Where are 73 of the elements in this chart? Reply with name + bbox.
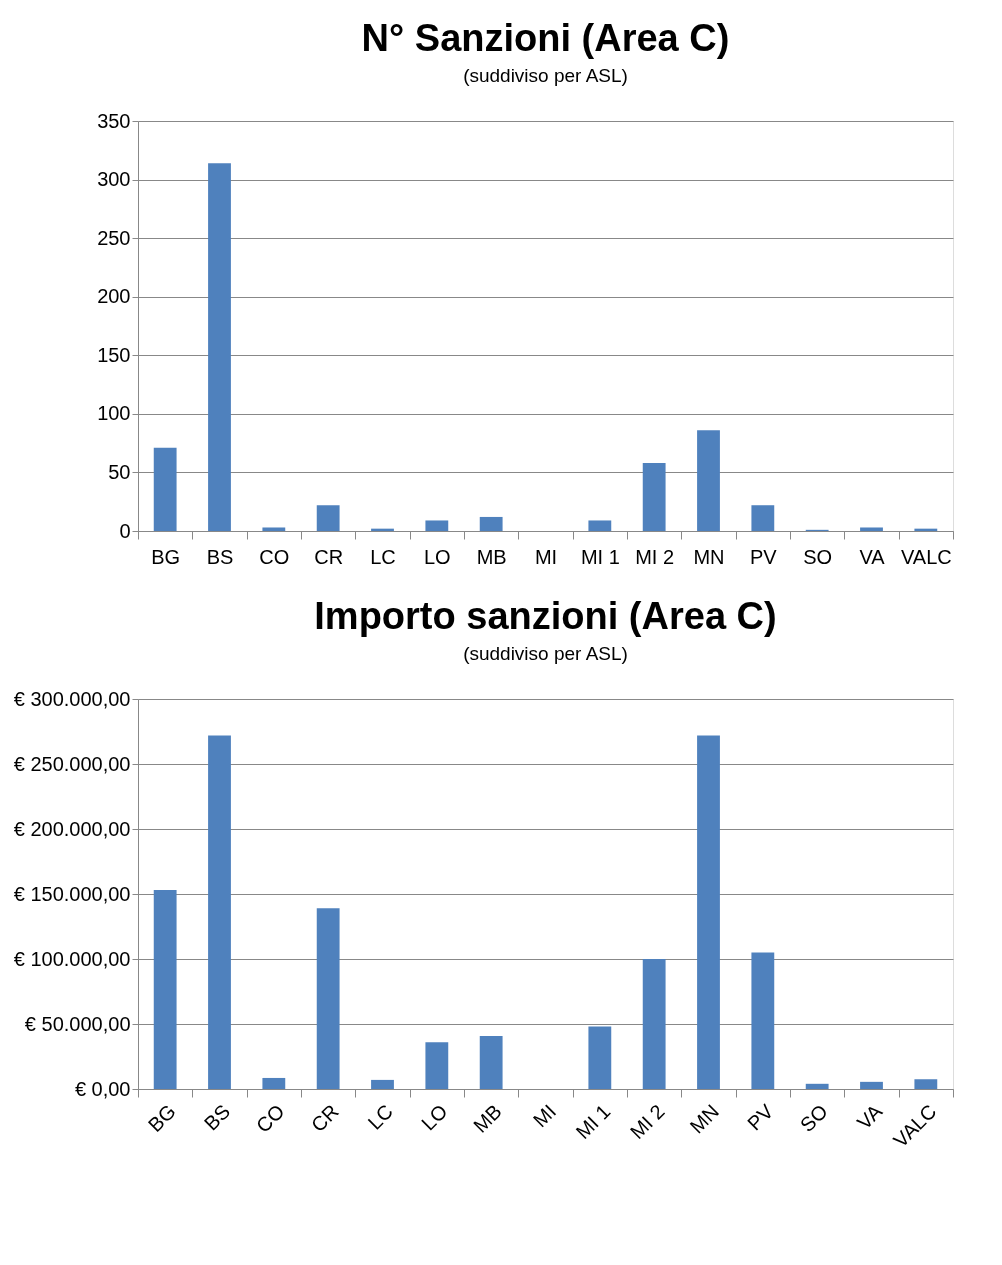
y-tick-label: 300: [97, 168, 131, 191]
x-tick-label: MI 1: [580, 545, 620, 568]
x-tick-label: SO: [795, 1100, 832, 1137]
y-tick-label: € 50.000,00: [24, 1012, 131, 1035]
bar: [588, 520, 612, 531]
bar: [316, 505, 340, 531]
bar: [316, 908, 340, 1089]
x-tick-label: BS: [206, 545, 234, 568]
x-tick-label: CR: [306, 1100, 343, 1137]
bar: [262, 527, 286, 531]
bar: [425, 520, 449, 531]
x-tick-label: MN: [693, 545, 725, 568]
x-tick-label: VA: [859, 545, 886, 568]
x-tick-label: MI: [534, 545, 558, 568]
x-tick-label: BG: [151, 545, 181, 568]
bar: [425, 1042, 449, 1089]
bar: [479, 516, 503, 531]
y-tick-label: 200: [97, 285, 131, 308]
x-tick-label: BS: [199, 1100, 235, 1135]
x-tick-label: MI 2: [625, 1100, 669, 1144]
y-tick-label: 0: [119, 519, 131, 542]
y-tick-label: 150: [97, 343, 131, 366]
bar: [697, 735, 720, 1089]
chart-subtitle: (suddiviso per ASL): [463, 65, 628, 86]
x-tick-label: PV: [749, 545, 778, 568]
bar: [153, 890, 177, 1089]
chart-subtitle: (suddiviso per ASL): [463, 643, 628, 664]
x-tick-label: LC: [363, 1100, 398, 1134]
x-tick-label: MI 1: [571, 1100, 615, 1144]
x-tick-label: BG: [143, 1100, 180, 1137]
x-tick-label: VA: [852, 1099, 887, 1134]
bar: [642, 959, 666, 1089]
y-tick-label: 50: [108, 460, 131, 483]
bar: [208, 735, 231, 1089]
bar: [751, 952, 775, 1089]
bar: [860, 1081, 883, 1089]
x-tick-label: MB: [469, 1100, 506, 1137]
bar: [371, 1079, 394, 1089]
y-tick-label: € 250.000,00: [13, 752, 131, 775]
x-tick-label: CR: [314, 545, 344, 568]
x-tick-label: LO: [423, 545, 451, 568]
x-tick-label: CO: [251, 1100, 289, 1137]
bar: [262, 1077, 286, 1089]
y-tick-label: 250: [97, 226, 131, 249]
bar: [860, 527, 883, 531]
x-tick-label: MI 2: [635, 545, 675, 568]
bar: [914, 1079, 938, 1089]
y-tick-label: € 200.000,00: [13, 817, 131, 840]
x-tick-label: PV: [743, 1099, 778, 1135]
bar: [208, 163, 231, 531]
x-tick-label: MN: [685, 1100, 724, 1138]
bar: [697, 430, 720, 531]
y-tick-label: € 300.000,00: [13, 687, 131, 710]
bar: [805, 1083, 829, 1089]
x-tick-label: CO: [259, 545, 290, 568]
bar: [479, 1036, 503, 1089]
x-tick-label: MI: [528, 1100, 561, 1132]
x-tick-label: MB: [476, 545, 507, 568]
y-tick-label: € 0,00: [74, 1077, 131, 1100]
bar: [642, 463, 666, 531]
chart-title: N° Sanzioni (Area C): [361, 17, 730, 59]
x-tick-label: LO: [417, 1100, 452, 1135]
y-tick-label: 350: [97, 109, 131, 132]
bar: [588, 1026, 612, 1089]
x-tick-label: VALC: [900, 545, 952, 568]
chart-title: Importo sanzioni (Area C): [314, 595, 777, 637]
x-tick-label: SO: [803, 545, 833, 568]
x-tick-label: LC: [370, 545, 396, 568]
y-tick-label: € 150.000,00: [13, 882, 131, 905]
y-tick-label: € 100.000,00: [13, 947, 131, 970]
bar: [751, 505, 775, 531]
bar: [153, 447, 177, 531]
y-tick-label: 100: [97, 402, 131, 425]
